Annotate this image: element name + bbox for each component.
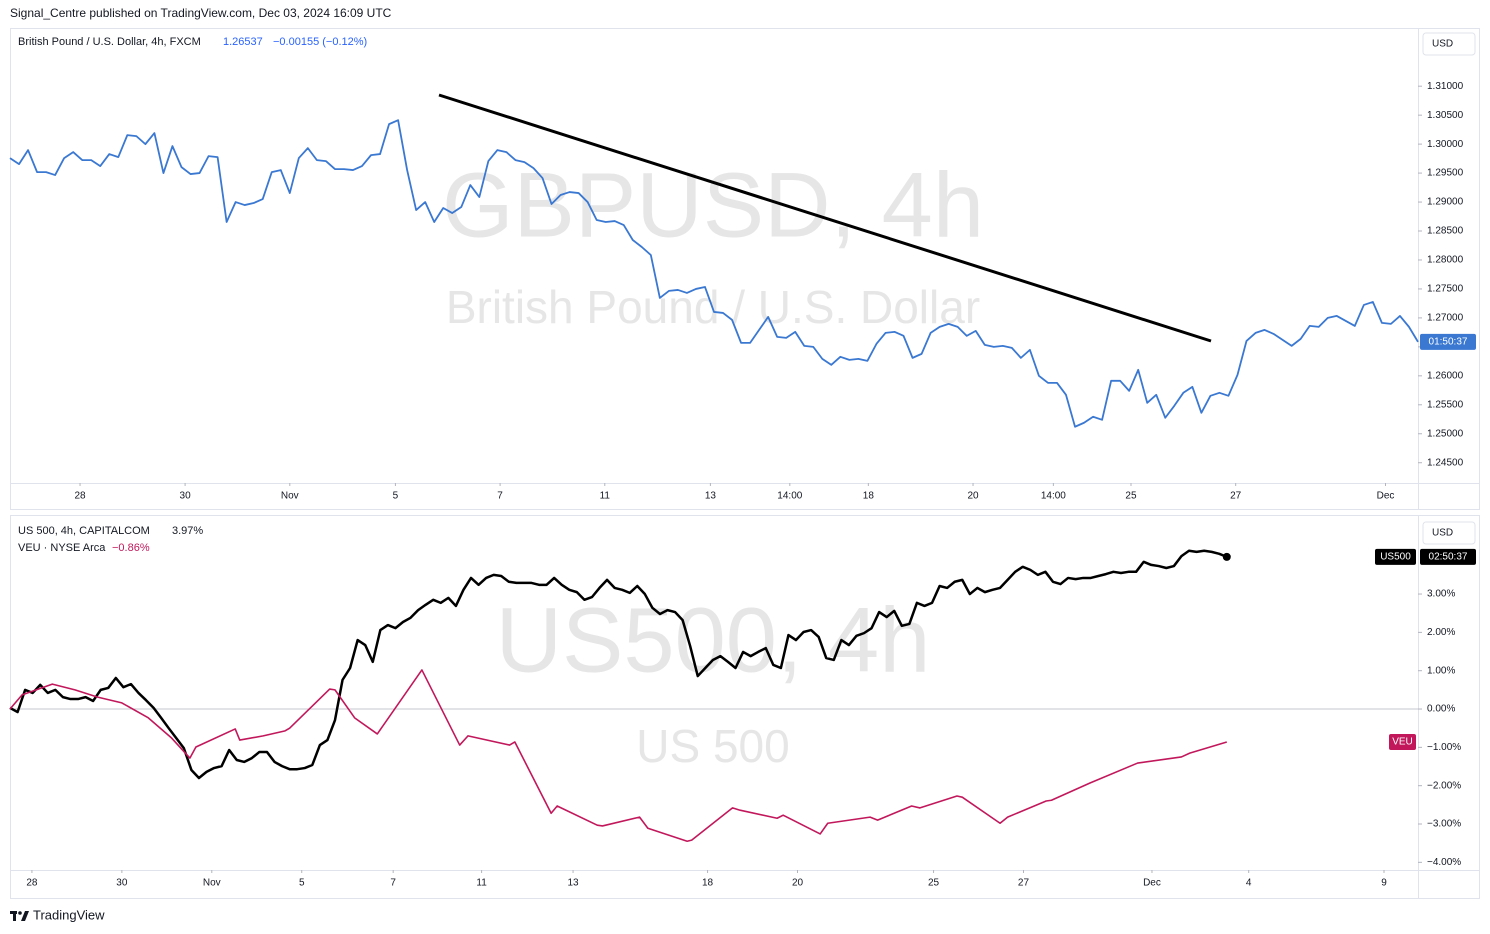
x-tick-label: 20 bbox=[967, 491, 979, 502]
y-tick-label: 1.25000 bbox=[1427, 428, 1464, 439]
y-tick-label: 0.00% bbox=[1427, 704, 1455, 715]
y-tick-label: 1.00% bbox=[1427, 665, 1455, 676]
publisher-header: Signal_Centre published on TradingView.c… bbox=[10, 6, 392, 20]
y-tick-label: −1.00% bbox=[1427, 742, 1461, 753]
trend-line-drawing bbox=[438, 93, 1212, 343]
x-tick-label: 13 bbox=[567, 878, 579, 889]
legend-change: −0.86% bbox=[112, 542, 150, 554]
currency-label[interactable]: USD bbox=[1432, 39, 1453, 50]
logo-part bbox=[21, 911, 29, 921]
currency-label[interactable]: USD bbox=[1432, 528, 1453, 539]
x-tick-label: 18 bbox=[702, 878, 714, 889]
top-pane-frame bbox=[10, 28, 1480, 510]
y-tick-label: 1.25500 bbox=[1427, 399, 1464, 410]
x-tick-label: 28 bbox=[26, 878, 38, 889]
series-line bbox=[9, 119, 1419, 428]
legend-entry: US 500, 4h, CAPITALCOM bbox=[18, 525, 150, 537]
footer-brand: TradingView bbox=[33, 907, 105, 922]
logo-part bbox=[18, 911, 22, 915]
series-line bbox=[9, 669, 1228, 843]
countdown-label: 01:50:37 bbox=[1429, 337, 1468, 348]
last-point-dot bbox=[1222, 552, 1231, 561]
axis-tag-label: VEU bbox=[1392, 737, 1413, 748]
countdown-label: 02:50:37 bbox=[1429, 552, 1468, 563]
x-tick-label: Nov bbox=[203, 878, 221, 889]
series-line bbox=[9, 549, 1228, 780]
x-tick-label: 18 bbox=[863, 491, 875, 502]
x-tick-label: 5 bbox=[299, 878, 305, 889]
x-tick-label: 7 bbox=[390, 878, 396, 889]
y-tick-label: 1.29000 bbox=[1427, 197, 1464, 208]
bottom-pane-frame bbox=[10, 515, 1480, 899]
x-tick-label: 5 bbox=[393, 491, 399, 502]
y-tick-label: 1.29500 bbox=[1427, 168, 1464, 179]
x-tick-label: 28 bbox=[74, 491, 86, 502]
x-tick-label: 25 bbox=[928, 878, 940, 889]
logo-part bbox=[13, 911, 16, 921]
x-tick-label: 14:00 bbox=[1041, 491, 1066, 502]
last-price: 1.26537 bbox=[223, 36, 263, 48]
y-tick-label: 1.24500 bbox=[1427, 457, 1464, 468]
x-tick-label: 4 bbox=[1246, 878, 1252, 889]
x-tick-label: 14:00 bbox=[777, 491, 802, 502]
y-tick-label: 1.30000 bbox=[1427, 139, 1464, 150]
y-tick-label: 1.27000 bbox=[1427, 313, 1464, 324]
axis-tag-label: US500 bbox=[1380, 552, 1411, 563]
y-tick-label: −4.00% bbox=[1427, 857, 1461, 868]
legend-change: 3.97% bbox=[172, 525, 203, 537]
x-tick-label: 11 bbox=[600, 491, 611, 502]
x-tick-label: 27 bbox=[1230, 491, 1242, 502]
x-tick-label: 7 bbox=[497, 491, 503, 502]
x-tick-label: 20 bbox=[792, 878, 804, 889]
x-tick-label: Nov bbox=[281, 491, 299, 502]
y-tick-label: −3.00% bbox=[1427, 819, 1461, 830]
countdown-tag bbox=[1420, 548, 1476, 565]
y-tick-label: 1.28500 bbox=[1427, 226, 1464, 237]
currency-button[interactable] bbox=[1422, 32, 1476, 56]
x-tick-label: 30 bbox=[180, 491, 192, 502]
x-tick-label: 25 bbox=[1125, 491, 1137, 502]
symbol-title: British Pound / U.S. Dollar, 4h, FXCM bbox=[18, 36, 201, 48]
x-tick-label: 9 bbox=[1381, 878, 1387, 889]
watermark-subtitle: US 500 bbox=[636, 720, 789, 772]
legend-entry: VEU · NYSE Arca bbox=[18, 542, 106, 554]
y-tick-label: −2.00% bbox=[1427, 780, 1461, 791]
y-tick-label: 1.28000 bbox=[1427, 255, 1464, 266]
currency-button[interactable] bbox=[1422, 521, 1476, 545]
y-tick-label: 2.00% bbox=[1427, 627, 1455, 638]
watermark: GBPUSD, 4h bbox=[442, 154, 984, 256]
x-tick-label: 30 bbox=[116, 878, 128, 889]
y-tick-label: 1.30500 bbox=[1427, 110, 1464, 121]
x-tick-label: Dec bbox=[1377, 491, 1395, 502]
price-change: −0.00155 (−0.12%) bbox=[273, 36, 367, 48]
axis-tag bbox=[1389, 733, 1416, 750]
tradingview-logo bbox=[10, 911, 29, 921]
x-tick-label: 11 bbox=[476, 878, 487, 889]
y-tick-label: 1.31000 bbox=[1427, 81, 1464, 92]
axis-tag bbox=[1375, 548, 1416, 565]
y-tick-label: 1.27500 bbox=[1427, 284, 1464, 295]
y-tick-label: 3.00% bbox=[1427, 589, 1455, 600]
x-tick-label: 27 bbox=[1018, 878, 1030, 889]
x-tick-label: 13 bbox=[705, 491, 717, 502]
countdown-tag bbox=[1420, 333, 1476, 350]
watermark: US500, 4h bbox=[496, 589, 931, 691]
y-tick-label: 1.26000 bbox=[1427, 370, 1464, 381]
x-tick-label: Dec bbox=[1143, 878, 1161, 889]
